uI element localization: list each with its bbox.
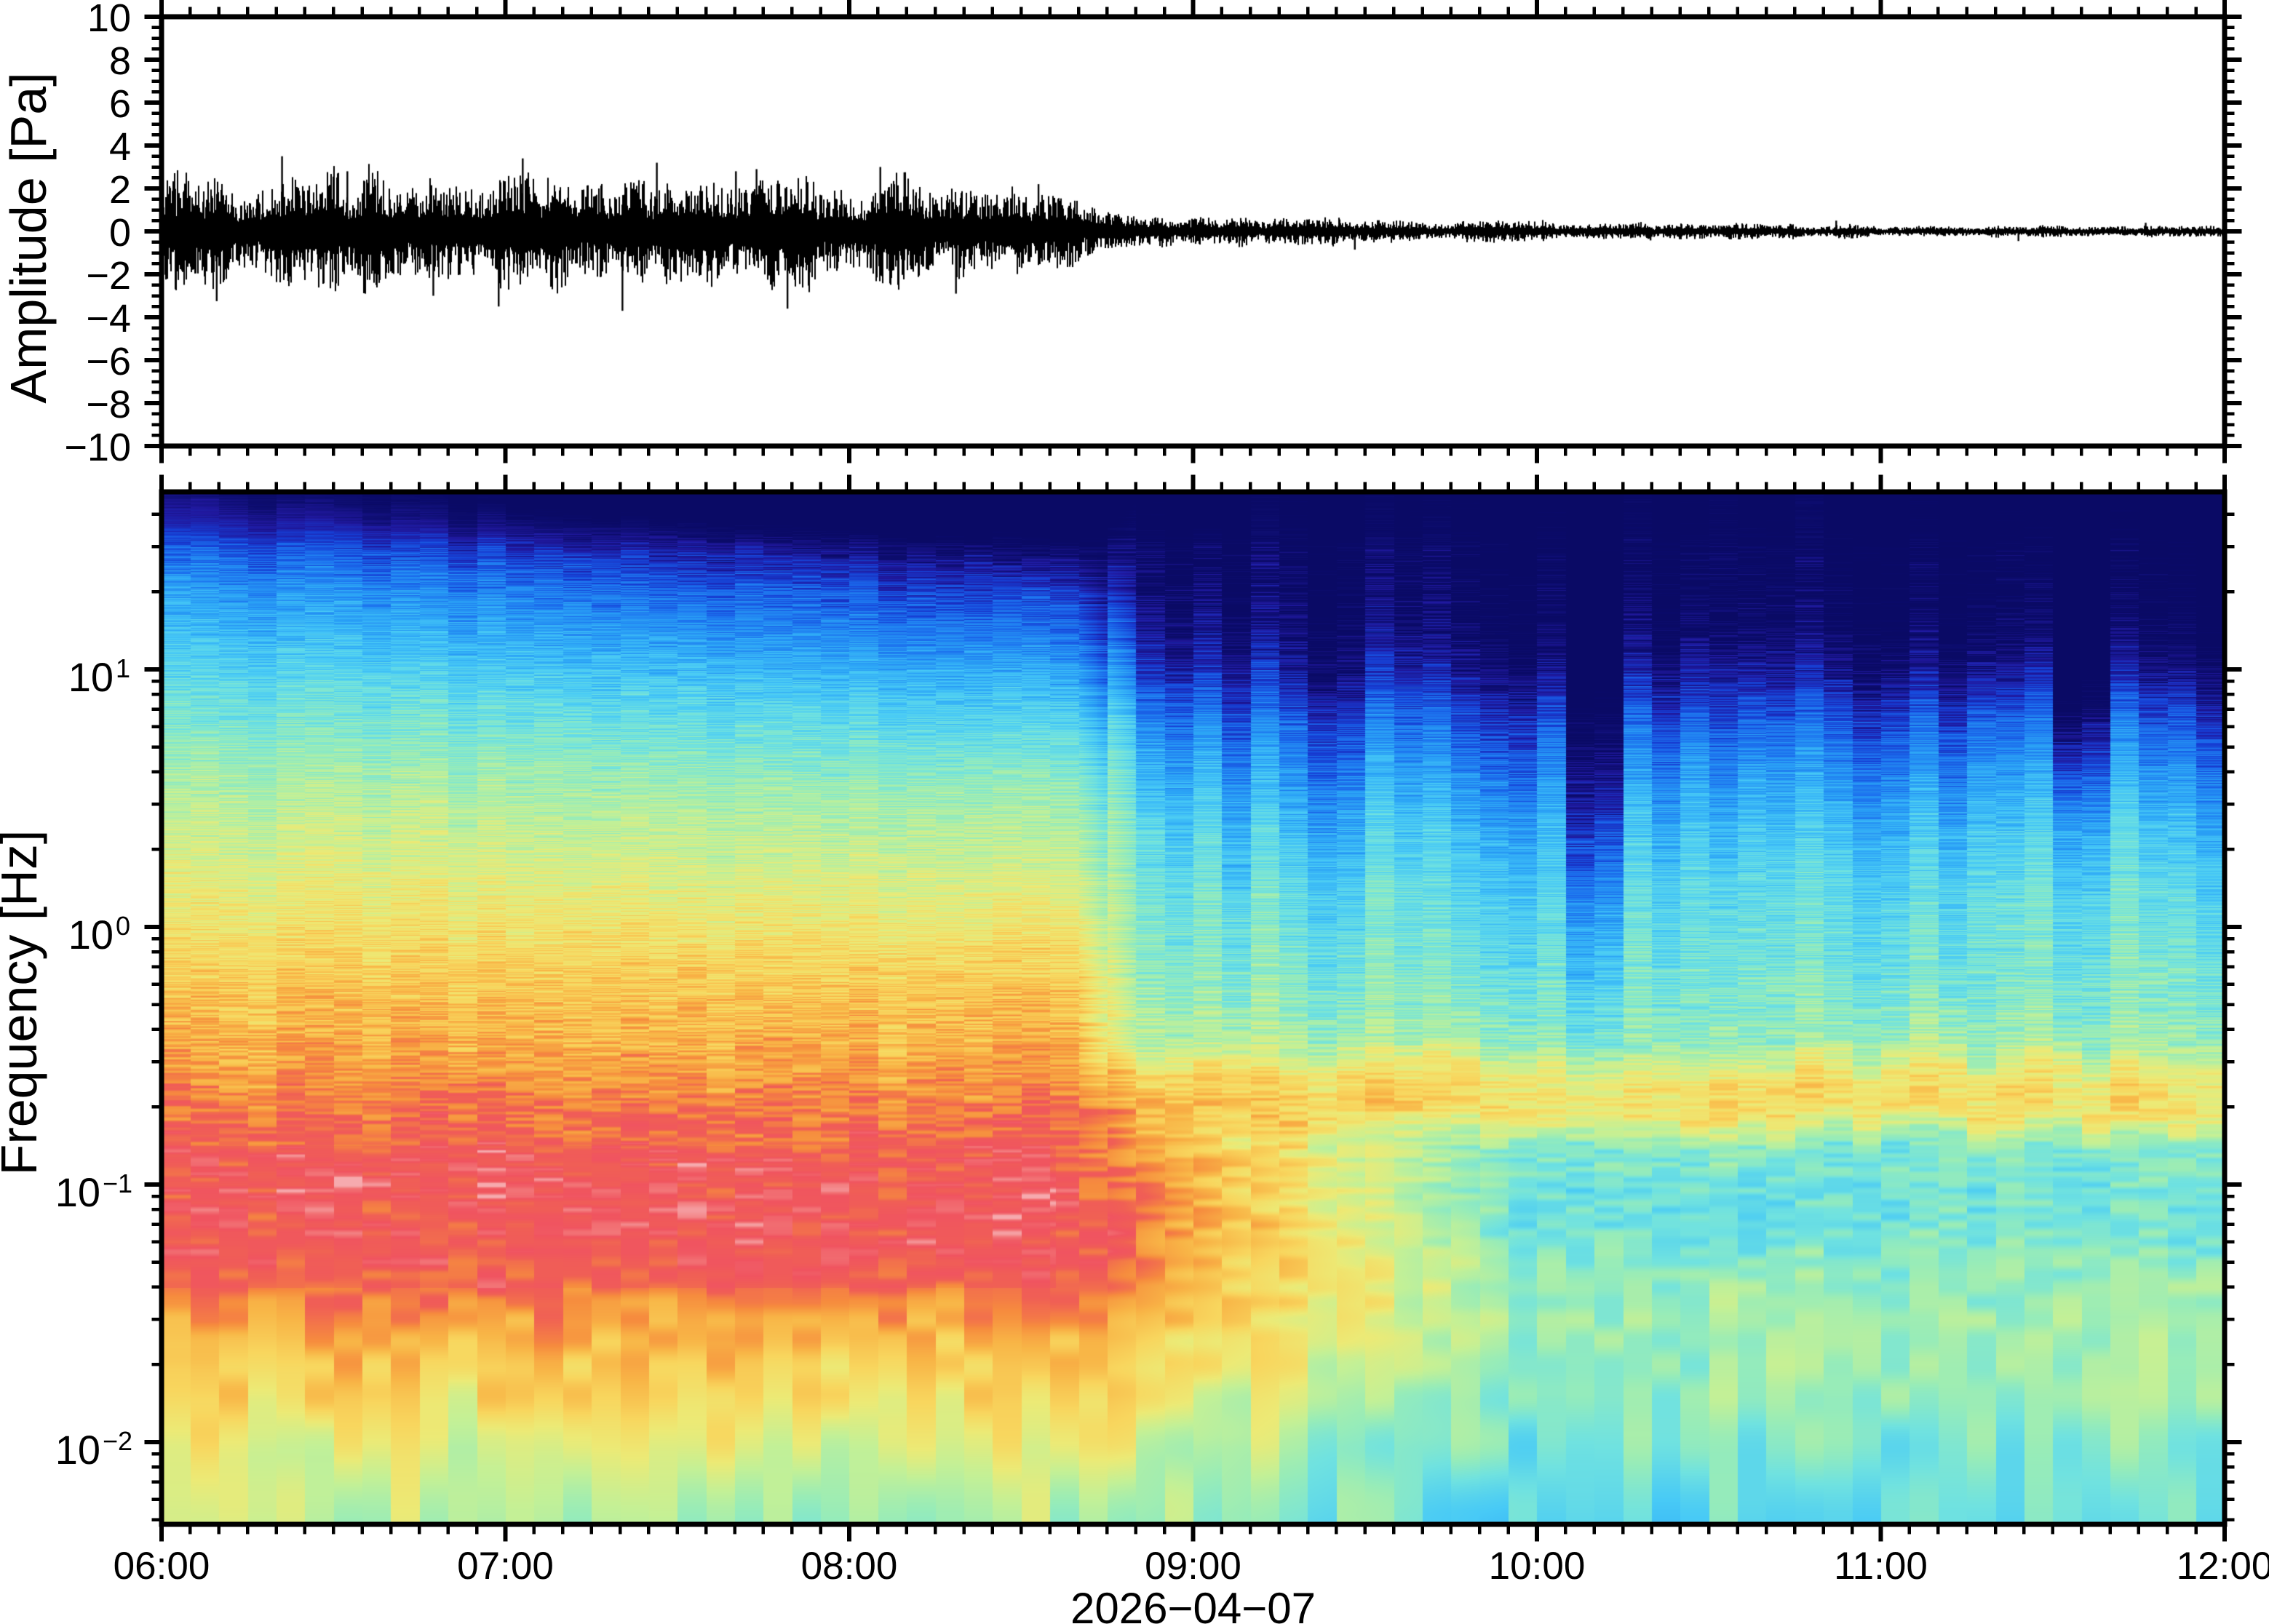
svg-text:8: 8 <box>109 39 131 83</box>
svg-text:10: 10 <box>68 654 114 700</box>
svg-text:Amplitude [Pa]: Amplitude [Pa] <box>0 72 57 403</box>
svg-text:0: 0 <box>116 911 130 941</box>
svg-text:07:00: 07:00 <box>457 1545 554 1588</box>
svg-text:Frequency [Hz]: Frequency [Hz] <box>0 830 47 1176</box>
svg-text:−4: −4 <box>86 297 131 341</box>
svg-text:10: 10 <box>68 912 114 958</box>
svg-text:2026−04−07: 2026−04−07 <box>1070 1584 1316 1624</box>
svg-text:2: 2 <box>109 168 131 212</box>
svg-text:−2: −2 <box>86 254 131 298</box>
svg-text:09:00: 09:00 <box>1145 1545 1241 1588</box>
svg-text:10: 10 <box>55 1427 100 1473</box>
svg-text:−2: −2 <box>103 1426 132 1456</box>
svg-text:08:00: 08:00 <box>801 1545 898 1588</box>
svg-text:−1: −1 <box>103 1169 132 1198</box>
svg-text:11:00: 11:00 <box>1834 1545 1928 1588</box>
svg-text:10: 10 <box>55 1169 100 1215</box>
svg-text:1: 1 <box>116 653 130 683</box>
svg-text:−10: −10 <box>64 426 131 469</box>
svg-text:06:00: 06:00 <box>114 1545 210 1588</box>
svg-text:4: 4 <box>109 125 131 169</box>
svg-text:−8: −8 <box>86 383 131 426</box>
svg-text:6: 6 <box>109 82 131 126</box>
svg-text:10:00: 10:00 <box>1489 1545 1586 1588</box>
svg-text:0: 0 <box>109 211 131 255</box>
svg-text:−6: −6 <box>86 340 131 383</box>
svg-text:10: 10 <box>87 0 131 40</box>
svg-text:12:00: 12:00 <box>2177 1545 2269 1588</box>
